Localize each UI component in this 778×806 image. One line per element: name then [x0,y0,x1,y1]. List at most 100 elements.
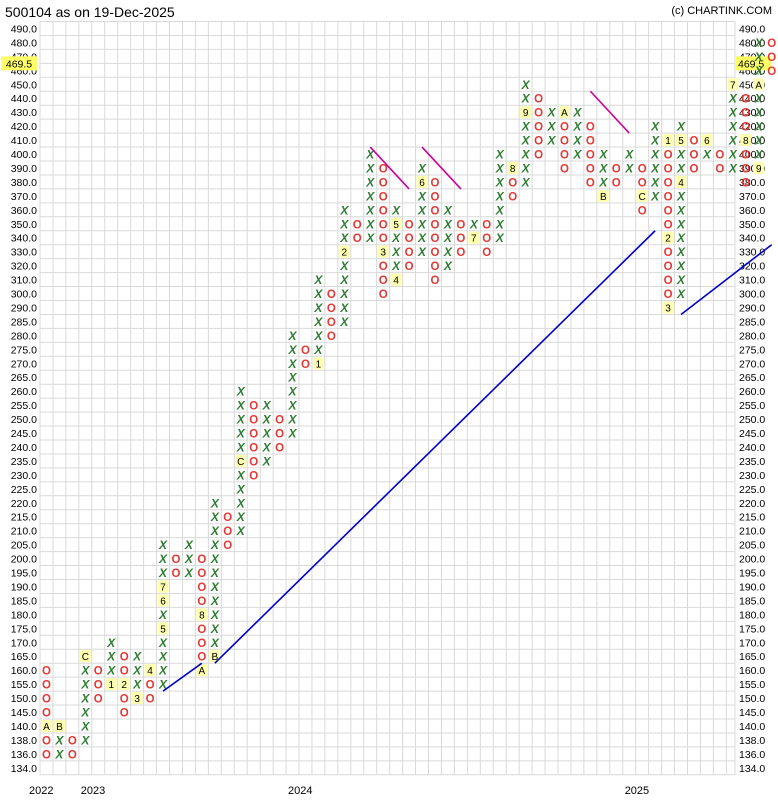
x-box: X [339,287,349,301]
month-marker: B [600,192,607,203]
x-box: X [339,203,349,217]
x-box: X [262,413,272,427]
month-marker: 8 [743,136,749,147]
month-marker: 3 [134,694,140,705]
y-tick-label-left: 340.0 [11,233,37,245]
chart-credit: (c) CHARTINK.COM [671,5,772,17]
x-box: X [236,427,246,441]
o-box: O [586,122,595,134]
o-box: O [482,233,491,245]
x-box: X [80,719,90,733]
x-box: X [210,510,220,524]
o-box: O [638,205,647,217]
x-box: X [288,357,298,371]
month-marker: 3 [380,248,386,259]
o-box: O [430,233,439,245]
o-box: O [534,122,543,134]
y-tick-label-right: 195.0 [739,568,765,580]
x-box: X [106,664,116,678]
x-box: X [210,636,220,650]
y-tick-label-left: 240.0 [11,442,37,454]
o-box: O [353,233,362,245]
x-box: X [262,440,272,454]
y-tick-label-right: 220.0 [739,498,765,510]
x-box: X [210,594,220,608]
o-box: O [94,680,103,692]
o-box: O [534,150,543,162]
o-box: O [249,429,258,441]
x-box: X [210,524,220,538]
x-box: X [495,231,505,245]
x-box: X [365,161,375,175]
x-box: X [313,329,323,343]
y-tick-label-left: 138.0 [11,735,37,747]
o-box: O [612,163,621,175]
o-box: O [741,122,750,134]
month-marker-box [79,650,91,663]
o-box: O [664,150,673,162]
y-tick-label-right: 230.0 [739,470,765,482]
x-box: X [288,329,298,343]
x-box: X [106,650,116,664]
x-box: X [288,343,298,357]
month-marker: C [237,457,244,468]
x-box: X [521,161,531,175]
o-box: O [689,150,698,162]
x-box: X [365,148,375,162]
o-box: O [741,150,750,162]
x-box: X [132,650,142,664]
o-box: O [741,108,750,120]
y-tick-label-right: 310.0 [739,275,765,287]
y-tick-label-left: 190.0 [11,581,37,593]
support-trendline [680,244,773,316]
o-box: O [405,219,414,231]
x-box: X [443,259,453,273]
o-box: O [94,694,103,706]
o-box: O [612,177,621,189]
o-box: O [482,247,491,259]
month-marker-box [312,357,324,370]
month-marker: C [82,652,89,663]
o-box: O [715,150,724,162]
x-box: X [598,161,608,175]
x-box: X [210,622,220,636]
month-marker: 6 [160,596,166,607]
y-tick-label-right: 200.0 [739,554,765,566]
x-box: X [80,678,90,692]
y-tick-label-right: 134.0 [739,763,765,775]
y-tick-label-right: 330.0 [739,247,765,259]
y-tick-label-left: 420.0 [11,121,37,133]
o-box: O [741,177,750,189]
x-box: X [339,301,349,315]
o-box: O [42,680,51,692]
month-marker: 1 [108,680,114,691]
o-box: O [405,233,414,245]
o-box: O [560,163,569,175]
o-box: O [223,540,232,552]
month-marker-box [753,161,765,174]
y-tick-label-left: 380.0 [11,177,37,189]
o-box: O [327,303,336,315]
month-marker: A [561,108,568,119]
x-box: X [391,203,401,217]
o-box: O [379,275,388,287]
y-tick-label-right: 205.0 [739,540,765,552]
x-box: X [313,287,323,301]
o-box: O [405,261,414,273]
x-box: X [650,134,660,148]
resistance-trendline [589,90,630,134]
x-box: X [676,273,686,287]
x-box: X [754,148,764,162]
o-box: O [586,163,595,175]
o-box: O [275,415,284,427]
month-marker: 8 [510,164,516,175]
o-box: O [534,136,543,148]
x-box: X [158,636,168,650]
x-tick-year: 2025 [625,785,649,797]
x-box: X [184,566,194,580]
o-box: O [430,247,439,259]
x-box: X [80,692,90,706]
o-box: O [715,163,724,175]
o-box: O [534,94,543,106]
o-box: O [456,219,465,231]
